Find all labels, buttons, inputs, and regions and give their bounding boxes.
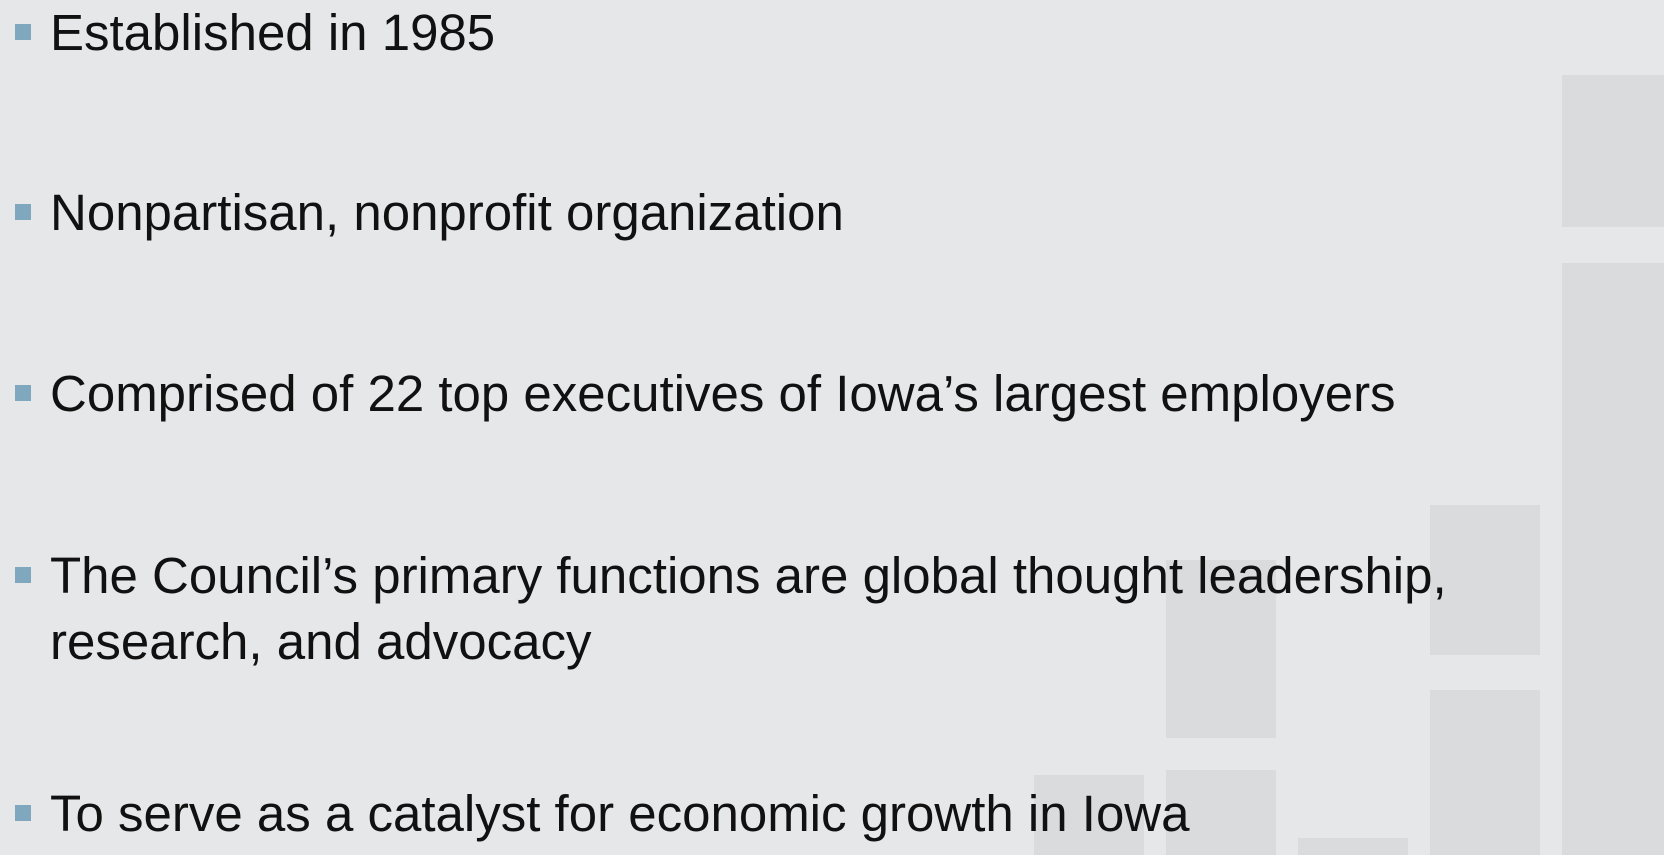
- bullet-text: Comprised of 22 top executives of Iowa’s…: [50, 365, 1396, 422]
- bullet-item: The Council’s primary functions are glob…: [15, 543, 1662, 675]
- bullet-marker: [15, 805, 31, 821]
- bullet-text: Established in 1985: [50, 4, 496, 61]
- decor-block: [1166, 560, 1276, 738]
- decor-block: [1034, 775, 1144, 855]
- bullet-marker: [15, 24, 31, 40]
- bullet-text: To serve as a catalyst for economic grow…: [50, 785, 1190, 842]
- decor-block: [1430, 505, 1540, 655]
- bullet-marker: [15, 385, 31, 401]
- bullet-item: Established in 1985: [15, 0, 1662, 66]
- bullet-item: Nonpartisan, nonprofit organization: [15, 180, 1662, 246]
- bullet-item: Comprised of 22 top executives of Iowa’s…: [15, 361, 1662, 427]
- bullet-text: The Council’s primary functions are glob…: [50, 547, 1447, 670]
- bullet-item: To serve as a catalyst for economic grow…: [15, 781, 1662, 847]
- bullet-marker: [15, 204, 31, 220]
- bullet-text: Nonpartisan, nonprofit organization: [50, 184, 844, 241]
- decor-block: [1298, 838, 1408, 855]
- decor-block: [1430, 690, 1540, 855]
- decor-block: [1562, 263, 1664, 855]
- bullet-marker: [15, 567, 31, 583]
- decor-block: [1166, 770, 1276, 855]
- decor-block: [1562, 75, 1664, 227]
